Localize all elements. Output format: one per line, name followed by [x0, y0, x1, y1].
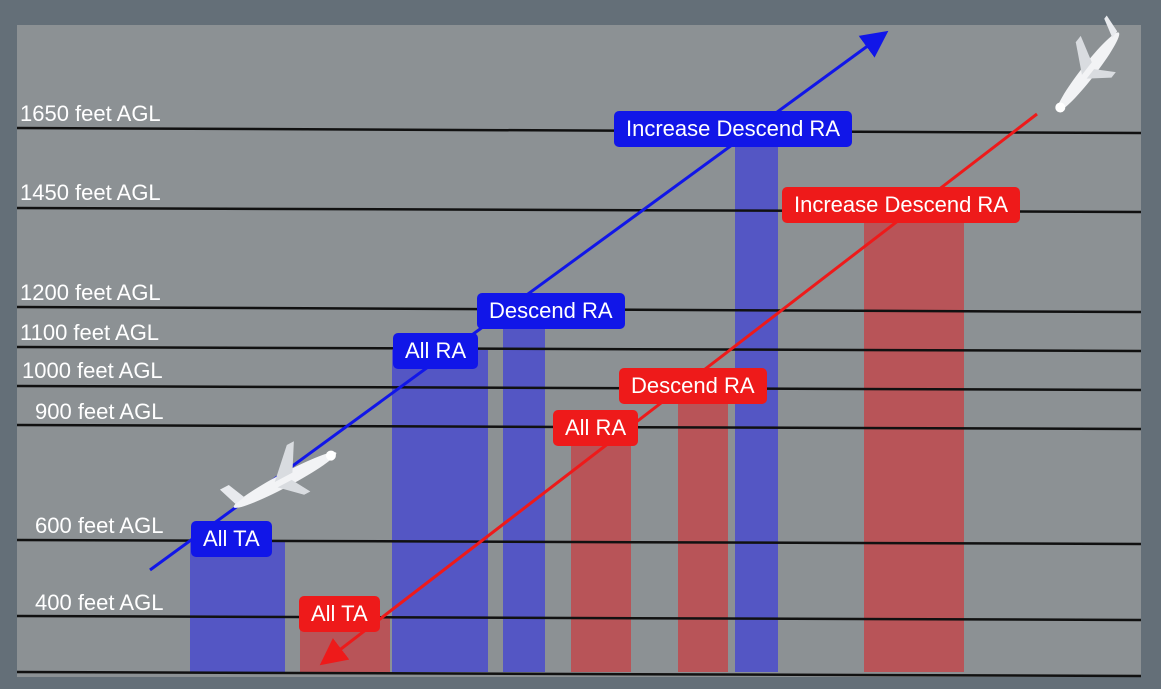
red-badge-descend-ra: Descend RA	[619, 368, 767, 404]
blue-badge-descend-ra: Descend RA	[477, 293, 625, 329]
bar-blue-all-ta	[190, 542, 285, 672]
altitude-line-1100	[16, 345, 1142, 353]
red-badge-increase-descend-ra: Increase Descend RA	[782, 187, 1020, 223]
bar-red-descend-ra	[678, 390, 728, 672]
red-badge-all-ta: All TA	[299, 596, 380, 632]
altitude-label-1000: 1000 feet AGL	[22, 358, 163, 383]
bar-blue-all-ra	[392, 350, 488, 672]
altitude-line-1000	[16, 384, 1142, 392]
altitude-label-600: 600 feet AGL	[35, 513, 164, 538]
altitude-label-900: 900 feet AGL	[35, 399, 164, 424]
altitude-label-400: 400 feet AGL	[35, 590, 164, 615]
descending-aircraft-icon	[1055, 15, 1120, 113]
blue-badge-increase-descend-ra: Increase Descend RA	[614, 111, 852, 147]
red-badge-all-ra: All RA	[553, 410, 639, 446]
bar-blue-descend-ra	[503, 311, 545, 672]
altitude-line-400	[16, 614, 1142, 622]
altitude-line-1650	[16, 126, 1142, 135]
altitude-label-1200: 1200 feet AGL	[20, 280, 161, 305]
altitude-label-1650: 1650 feet AGL	[20, 101, 161, 126]
climbing-aircraft-icon	[219, 441, 337, 508]
altitude-label-1450: 1450 feet AGL	[20, 180, 161, 205]
blue-badge-all-ra: All RA	[393, 333, 479, 369]
altitude-label-1100: 1100 feet AGL	[20, 320, 160, 345]
blue-badge-all-ta: All TA	[191, 521, 272, 557]
ground-line	[16, 670, 1142, 678]
bar-red-increase-descend-ra	[864, 210, 964, 672]
bar-red-all-ra	[571, 428, 631, 672]
